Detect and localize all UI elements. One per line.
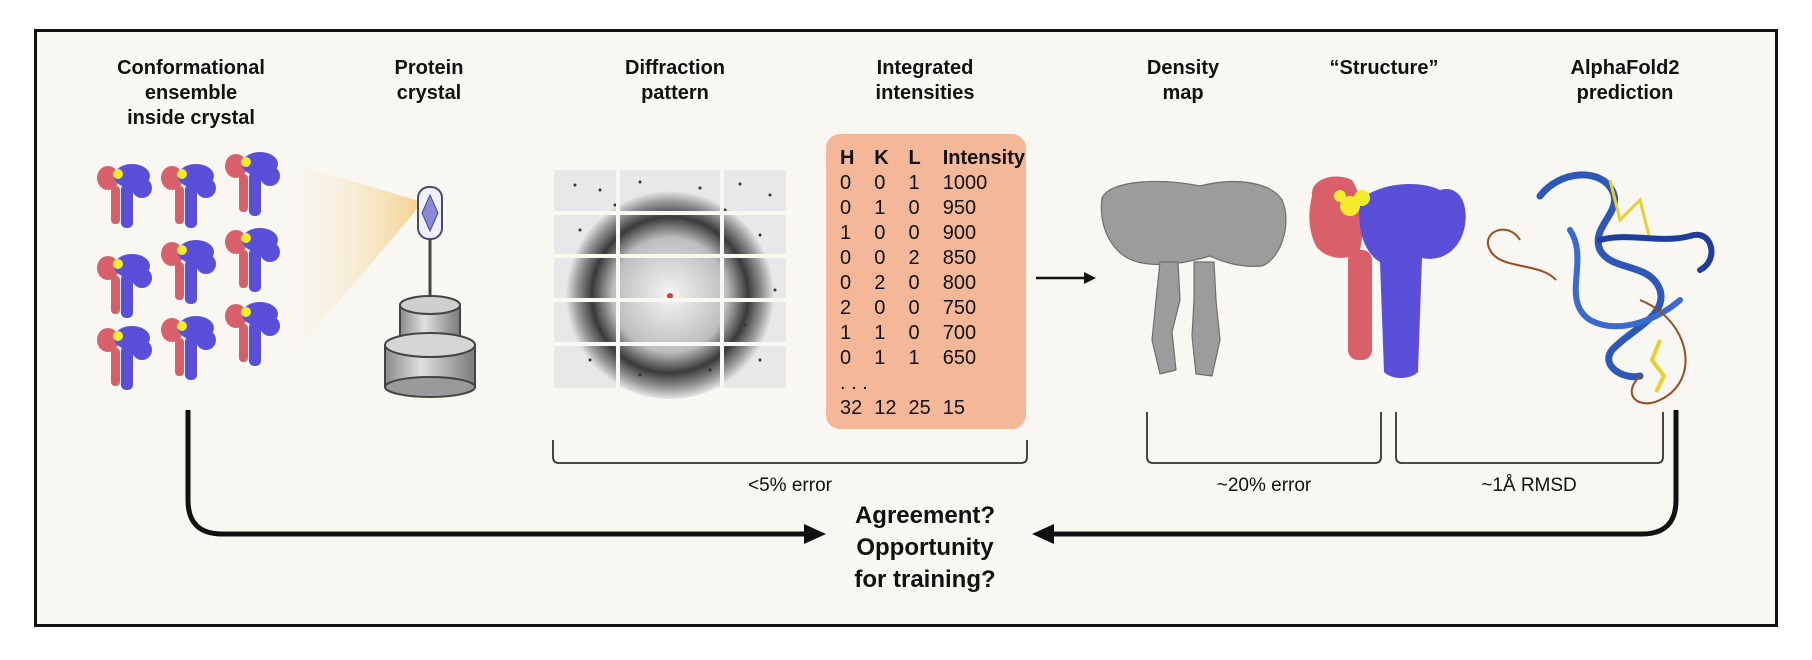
question-training: for training? — [854, 566, 996, 593]
column-l: L — [908, 147, 921, 169]
table-last-row: 32 12 25 15 — [840, 397, 965, 419]
header-alphafold: AlphaFold2 prediction — [1570, 57, 1680, 104]
bracket-density — [1146, 412, 1382, 464]
diffraction-pattern-image — [554, 170, 786, 399]
note-error-diffraction: <5% error — [748, 475, 832, 496]
arrow-right-to-question — [1032, 410, 1679, 544]
density-map-image — [1100, 180, 1287, 377]
center-question: Agreement? Opportunity for training? — [854, 500, 995, 596]
header-diffraction: Diffraction pattern — [625, 57, 725, 104]
table-row: 0 1 0 950 — [840, 197, 977, 219]
arrow-to-density — [1036, 272, 1096, 284]
header-density: Density map — [1146, 57, 1220, 104]
table-row: 0 1 1 650 — [840, 347, 977, 369]
table-row: 0 0 1 1000 — [840, 172, 988, 194]
table-row: 2 0 0 750 — [840, 297, 977, 319]
question-opportunity: Opportunity — [856, 534, 994, 561]
table-row: 1 1 0 700 — [840, 322, 977, 344]
xray-beam — [272, 158, 423, 380]
conformational-ensemble — [97, 152, 280, 390]
header-crystal: Protein crystal — [394, 57, 464, 104]
question-agreement: Agreement? — [854, 502, 996, 529]
bracket-rmsd — [1395, 412, 1664, 464]
arrow-left-to-question — [185, 410, 826, 544]
header-intensities: Integrated intensities — [875, 57, 975, 104]
alphafold-prediction-image — [1487, 171, 1715, 405]
bracket-diffraction — [552, 440, 1028, 464]
note-error-density: ~20% error — [1216, 475, 1312, 496]
protein-crystal-mount — [384, 186, 476, 398]
column-k: K — [874, 147, 889, 169]
table-row: 0 0 2 850 — [840, 247, 977, 269]
table-ellipsis-row: . . . — [840, 372, 868, 394]
note-rmsd: ~1Å RMSD — [1481, 475, 1577, 496]
table-header-row: H K L Intensity — [840, 146, 1037, 171]
table-row: 0 2 0 800 — [840, 272, 977, 294]
header-structure: “Structure” — [1329, 57, 1439, 79]
column-intensity: Intensity — [942, 147, 1025, 169]
header-ensemble: Conformational ensemble inside crystal — [117, 57, 265, 129]
table-row: 1 0 0 900 — [840, 222, 977, 244]
structure-model-image — [1309, 176, 1466, 378]
column-h: H — [840, 147, 855, 169]
